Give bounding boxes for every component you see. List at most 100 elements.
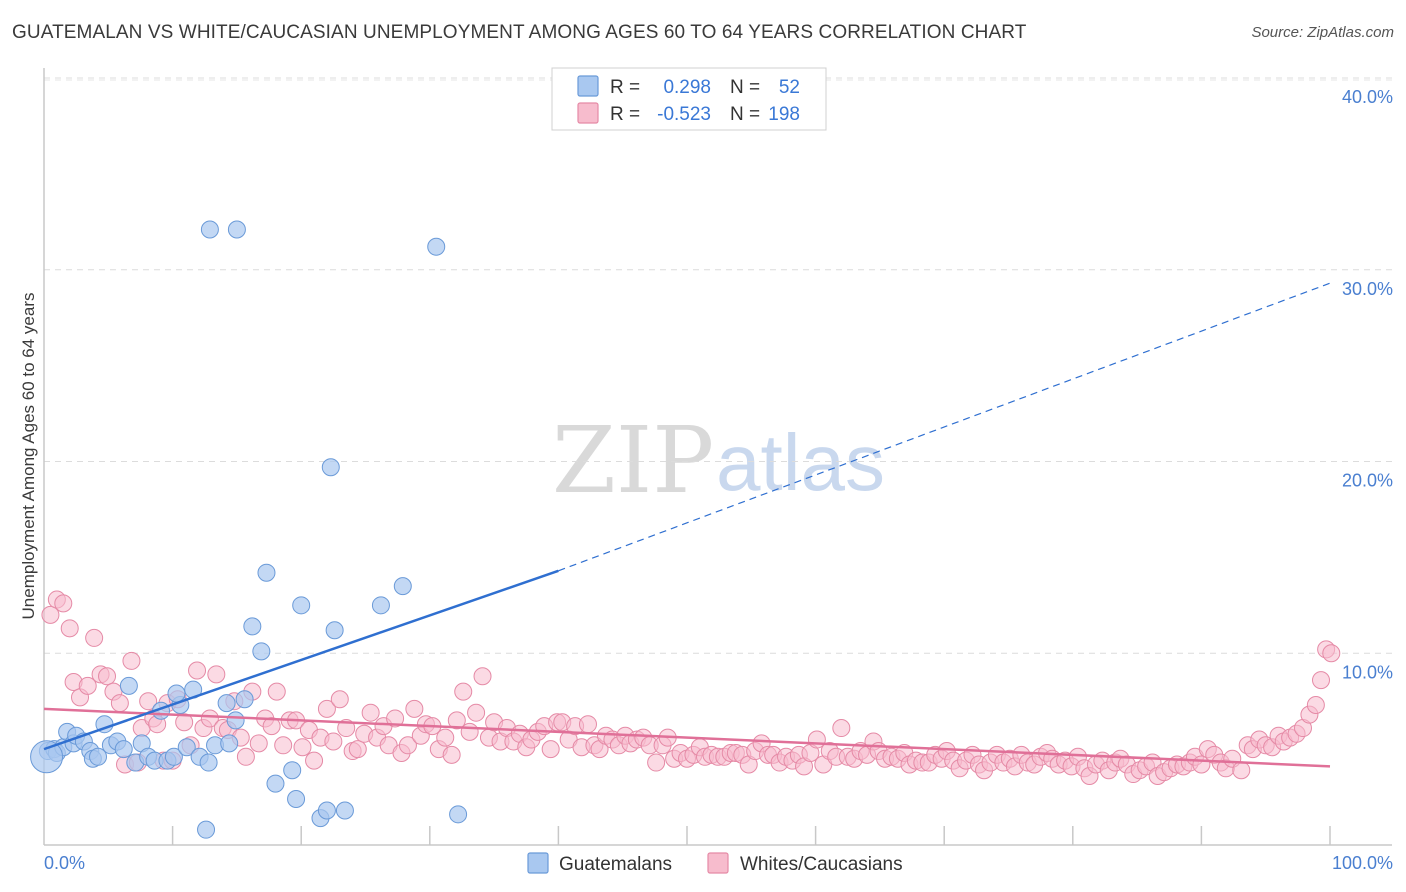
gridlines: [44, 77, 1392, 654]
bottom-legend-label-guatemalans: Guatemalans: [559, 854, 672, 875]
point-whites-48: [330, 690, 349, 709]
legend-r-label-guatemalans: R =: [610, 77, 640, 98]
point-whites-39: [274, 736, 293, 755]
point-guatemalans-28: [197, 820, 216, 839]
series-whites-caucasians: [41, 590, 1341, 785]
legend-n-label-guatemalans: N =: [730, 77, 760, 98]
point-guatemalans-10: [89, 747, 108, 766]
point-whites-28: [207, 665, 226, 684]
point-guatemalans-52: [427, 237, 446, 256]
point-whites-35: [249, 734, 268, 753]
point-guatemalans-22: [164, 747, 183, 766]
legend-n-value-whites: 198: [768, 104, 800, 125]
point-guatemalans-cluster: [30, 740, 64, 774]
y-tick-labels: 10.0% 20.0% 30.0% 40.0%: [1342, 87, 1393, 682]
point-whites-66: [442, 745, 461, 764]
point-whites-99: [647, 753, 666, 772]
point-whites-88: [578, 715, 597, 734]
x-tick-label-end: 100.0%: [1332, 853, 1393, 873]
y-tick-label-3: 40.0%: [1342, 87, 1393, 107]
x-tick-label-start: 0.0%: [44, 853, 85, 873]
trend-line-guatemalans: [43, 569, 559, 751]
point-guatemalans-24: [167, 684, 186, 703]
point-whites-27: [200, 709, 219, 728]
point-whites-7: [85, 628, 104, 647]
point-whites-65: [436, 728, 455, 747]
point-whites-82: [541, 740, 560, 759]
point-whites-3: [60, 619, 79, 638]
point-guatemalans-36: [252, 642, 271, 661]
point-guatemalans-25: [177, 738, 196, 757]
point-whites-59: [398, 736, 417, 755]
point-guatemalans-45: [335, 801, 354, 820]
point-guatemalans-44: [325, 621, 344, 640]
point-guatemalans-37: [257, 563, 276, 582]
point-whites-37: [262, 717, 281, 736]
point-whites-205: [1306, 696, 1325, 715]
trend-line-whites: [43, 707, 1331, 768]
bottom-legend-swatch-guatemalans: [527, 852, 549, 874]
point-whites-68: [454, 682, 473, 701]
point-whites-16: [139, 692, 158, 711]
x-tick-labels: 0.0% 100.0%: [44, 853, 1393, 873]
point-whites-129: [832, 719, 851, 738]
point-whites-60: [405, 699, 424, 718]
point-whites-47: [324, 732, 343, 751]
point-guatemalans-32: [220, 734, 239, 753]
series-guatemalans: [30, 220, 468, 839]
point-guatemalans-31: [217, 694, 236, 713]
legend-r-value-whites: -0.523: [657, 104, 711, 125]
point-guatemalans-15: [119, 676, 138, 695]
source-label: Source: ZipAtlas.com: [1251, 24, 1394, 41]
y-tick-label-1: 20.0%: [1342, 471, 1393, 491]
point-whites-193: [1232, 761, 1251, 780]
point-guatemalans-35: [243, 617, 262, 636]
point-whites-9: [98, 667, 117, 686]
legend-r-value-guatemalans: 0.298: [663, 77, 711, 98]
point-guatemalans-38: [266, 774, 285, 793]
point-whites-69: [460, 722, 479, 741]
point-guatemalans-49: [449, 805, 468, 824]
watermark-atlas: atlas: [716, 418, 885, 507]
point-whites-53: [361, 703, 380, 722]
point-whites-206: [1311, 671, 1330, 690]
point-guatemalans-40: [287, 789, 306, 808]
point-whites-57: [386, 709, 405, 728]
point-whites-33: [236, 747, 255, 766]
axes: [43, 68, 1392, 846]
point-guatemalans-50: [200, 220, 219, 239]
legend-r-label-whites: R =: [610, 104, 640, 125]
correlation-legend: R = 0.298 N = 52 R = -0.523 N = 198: [551, 67, 827, 131]
point-guatemalans-14: [114, 740, 133, 759]
legend-n-label-whites: N =: [730, 104, 760, 125]
point-whites-2: [54, 594, 73, 613]
point-whites-13: [122, 651, 141, 670]
point-whites-23: [175, 713, 194, 732]
y-axis-label: Unemployment Among Ages 60 to 64 years: [19, 293, 38, 620]
point-whites-42: [293, 738, 312, 757]
chart-title: GUATEMALAN VS WHITE/CAUCASIAN UNEMPLOYME…: [12, 22, 1027, 43]
point-whites-67: [447, 711, 466, 730]
point-guatemalans-51: [227, 220, 246, 239]
point-guatemalans-39: [283, 761, 302, 780]
point-guatemalans-48: [393, 577, 412, 596]
point-guatemalans-47: [371, 596, 390, 615]
bottom-legend: Guatemalans Whites/Caucasians: [527, 852, 903, 875]
point-guatemalans-46: [321, 458, 340, 477]
legend-swatch-whites: [577, 102, 599, 124]
point-guatemalans-43: [317, 801, 336, 820]
point-whites-70: [467, 703, 486, 722]
watermark-zip: ZIP: [552, 407, 714, 514]
y-tick-label-2: 30.0%: [1342, 279, 1393, 299]
point-whites-46: [317, 699, 336, 718]
point-whites-0: [41, 605, 60, 624]
point-whites-11: [110, 694, 129, 713]
point-whites-71: [473, 667, 492, 686]
point-whites-208: [1322, 644, 1341, 663]
trend-lines: [43, 282, 1331, 768]
point-guatemalans-33: [226, 711, 245, 730]
bottom-legend-swatch-whites: [707, 852, 729, 874]
legend-n-value-guatemalans: 52: [779, 77, 800, 98]
trend-line-guatemalans-extension: [558, 282, 1331, 572]
